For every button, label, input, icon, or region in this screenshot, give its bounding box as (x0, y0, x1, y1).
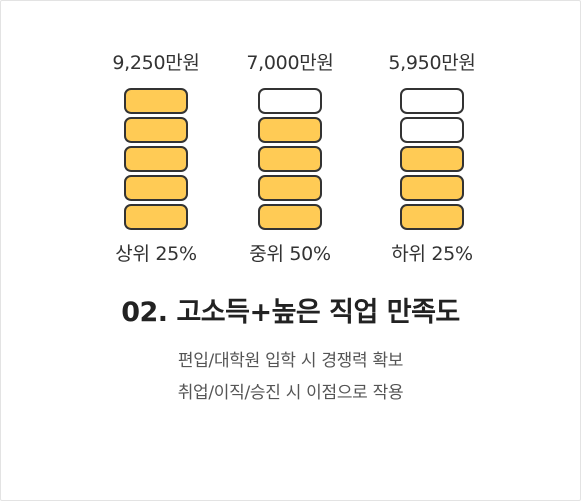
tier-percent: 상위 25% (115, 243, 197, 265)
filled-block (124, 117, 188, 143)
filled-block (124, 88, 188, 114)
block-stack (124, 88, 188, 230)
tier-top: 9,250만원 상위 25% (81, 48, 231, 266)
tier-percent: 중위 50% (249, 243, 331, 265)
block-stack (258, 88, 322, 230)
tier-bottom: 5,950만원 하위 25% (357, 48, 507, 266)
filled-block (400, 204, 464, 230)
tier-salary: 5,950만원 (388, 52, 476, 74)
filled-block (124, 175, 188, 201)
empty-block (400, 117, 464, 143)
filled-block (124, 146, 188, 172)
empty-block (258, 88, 322, 114)
filled-block (258, 175, 322, 201)
tier-salary: 9,250만원 (112, 52, 200, 74)
filled-block (124, 204, 188, 230)
salary-tiers: 9,250만원 상위 25% 7,000만원 중위 50% 5,950만원 하위… (81, 48, 507, 266)
filled-block (400, 175, 464, 201)
tier-middle: 7,000만원 중위 50% (215, 48, 365, 266)
description-line-1: 편입/대학원 입학 시 경쟁력 확보 (177, 351, 404, 371)
filled-block (258, 204, 322, 230)
filled-block (400, 146, 464, 172)
filled-block (258, 146, 322, 172)
tier-salary: 7,000만원 (246, 52, 334, 74)
filled-block (258, 117, 322, 143)
block-stack (400, 88, 464, 230)
tier-percent: 하위 25% (391, 243, 473, 265)
description-line-2: 취업/이직/승진 시 이점으로 작용 (177, 383, 404, 403)
section-title: 02. 고소득+높은 직업 만족도 (121, 297, 460, 328)
empty-block (400, 88, 464, 114)
